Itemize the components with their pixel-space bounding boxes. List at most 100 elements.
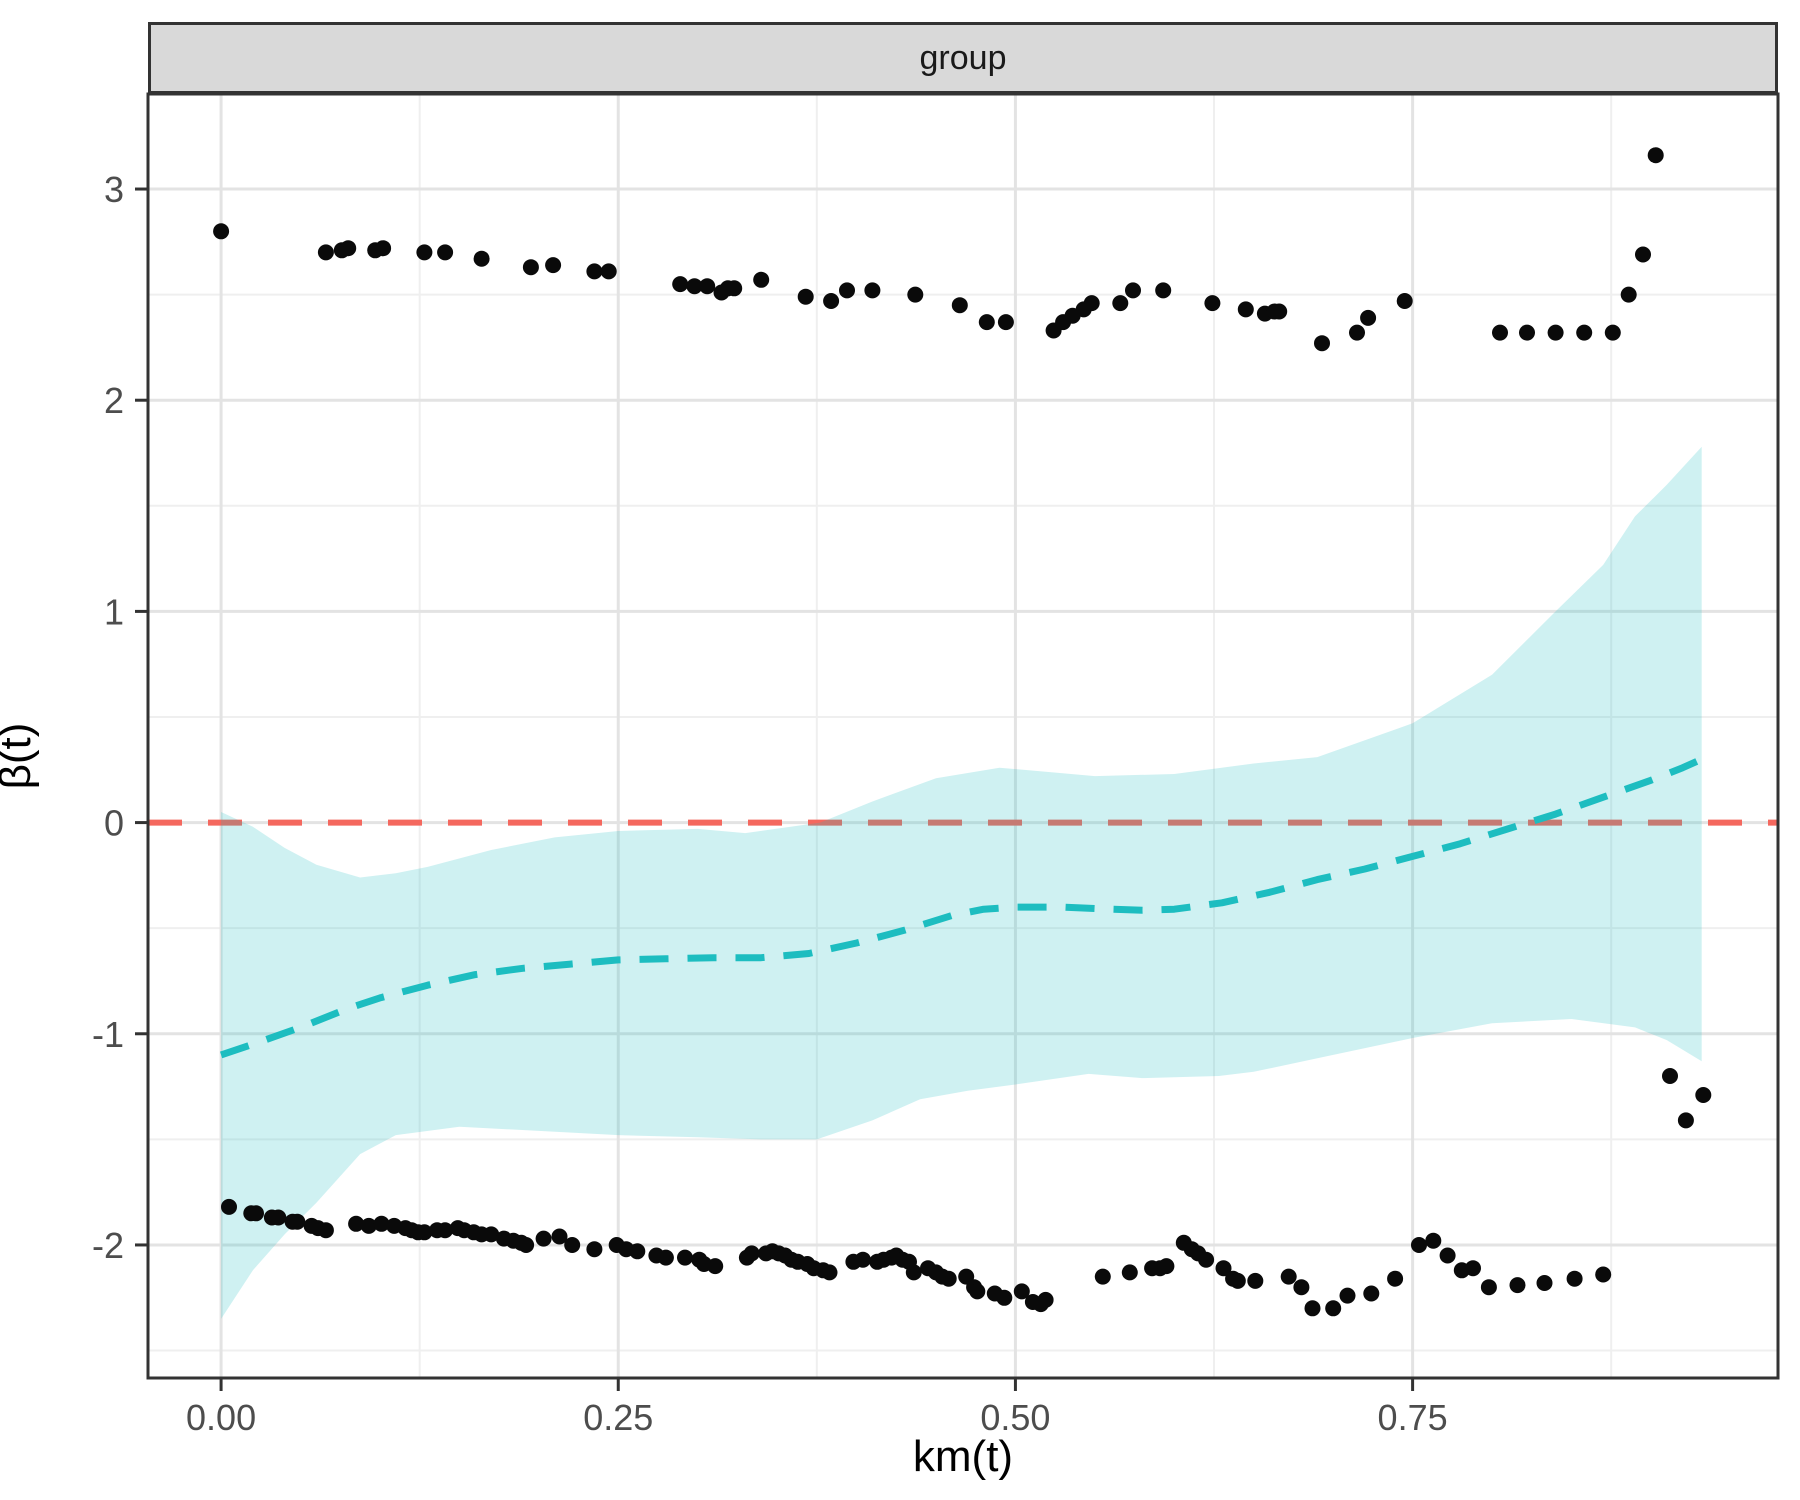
- residual-point: [997, 314, 1014, 331]
- residual-point: [483, 1226, 500, 1243]
- residual-points: [213, 147, 1712, 1317]
- residual-point: [1215, 1260, 1232, 1277]
- residual-point: [629, 1243, 646, 1260]
- residual-point: [317, 1222, 334, 1239]
- smooth-line: [219, 756, 1704, 1059]
- residual-point: [1509, 1277, 1526, 1294]
- svg-text:0.00: 0.00: [186, 1397, 256, 1438]
- residual-point: [1396, 293, 1413, 309]
- residual-point: [1576, 324, 1593, 341]
- residual-point: [1360, 309, 1377, 326]
- residual-point: [839, 282, 855, 299]
- residual-point: [940, 1270, 957, 1287]
- residual-point: [1314, 335, 1330, 352]
- residual-point: [978, 314, 995, 331]
- residual-point: [1677, 1112, 1694, 1129]
- residual-point: [1198, 1251, 1215, 1268]
- x-axis-title: km(t): [912, 1432, 1014, 1481]
- residual-point: [1304, 1300, 1321, 1317]
- residual-point: [348, 1215, 365, 1232]
- residual-point: [1037, 1291, 1054, 1308]
- residual-point: [586, 1241, 603, 1258]
- residual-point: [1125, 282, 1141, 299]
- gridlines-major: [148, 94, 1778, 1378]
- residual-point: [1280, 1268, 1297, 1285]
- residual-point: [270, 1209, 287, 1226]
- residual-point: [535, 1230, 552, 1247]
- residual-point: [437, 244, 454, 261]
- svg-text:0.50: 0.50: [980, 1397, 1050, 1438]
- residual-point: [1339, 1287, 1356, 1304]
- residual-point: [1620, 286, 1637, 303]
- residual-point: [677, 1249, 693, 1266]
- residual-point: [743, 1245, 760, 1262]
- facet-strip: group: [148, 22, 1778, 94]
- facet-strip-label: group: [919, 38, 1007, 77]
- residual-point: [1121, 1264, 1138, 1281]
- residual-point: [373, 1215, 390, 1232]
- residual-point: [1425, 1232, 1442, 1249]
- residual-point: [1566, 1270, 1583, 1287]
- y-axis-title: β(t): [0, 722, 40, 790]
- residual-point: [586, 263, 603, 280]
- residual-point: [289, 1213, 306, 1230]
- residual-point: [1387, 1270, 1404, 1287]
- residual-point: [1465, 1260, 1481, 1277]
- residual-point: [317, 244, 334, 261]
- confidence-ribbon: [221, 446, 1702, 1319]
- residual-point: [1604, 324, 1621, 341]
- residual-point: [1204, 295, 1221, 312]
- residual-point: [907, 286, 924, 303]
- residual-point: [248, 1205, 264, 1222]
- residual-point: [1155, 282, 1172, 299]
- residual-point: [1547, 324, 1564, 341]
- residual-point: [686, 278, 703, 295]
- residual-point: [1695, 1087, 1712, 1103]
- residual-point: [699, 278, 716, 295]
- residual-point: [551, 1228, 568, 1245]
- residual-point: [797, 288, 814, 305]
- residual-point: [1480, 1279, 1497, 1296]
- residual-point: [1013, 1283, 1030, 1300]
- residual-point: [600, 263, 617, 280]
- residual-point: [416, 1224, 433, 1241]
- residual-point: [1325, 1300, 1342, 1317]
- residual-point: [1492, 324, 1508, 341]
- residual-point: [518, 1237, 535, 1253]
- residual-point: [823, 293, 840, 309]
- residual-point: [821, 1264, 838, 1281]
- svg-text:2: 2: [104, 380, 124, 421]
- residual-point: [473, 250, 490, 267]
- svg-text:1: 1: [104, 591, 124, 632]
- residual-point: [1349, 324, 1365, 341]
- residual-point: [1363, 1285, 1380, 1302]
- residual-point: [1229, 1272, 1246, 1289]
- residual-point: [375, 240, 392, 257]
- residual-point: [707, 1258, 724, 1275]
- residual-point: [1112, 295, 1129, 312]
- residual-point: [1635, 246, 1651, 263]
- residual-point: [672, 276, 689, 293]
- residual-point: [340, 240, 357, 257]
- residual-point: [213, 223, 230, 240]
- residual-point: [864, 282, 881, 299]
- residual-point: [360, 1217, 377, 1234]
- svg-text:-1: -1: [92, 1014, 124, 1055]
- svg-text:0.75: 0.75: [1378, 1397, 1448, 1438]
- panel-border: [146, 92, 1780, 1380]
- residual-point: [1595, 1266, 1612, 1283]
- residual-point: [753, 271, 770, 288]
- residual-point: [545, 257, 562, 274]
- residual-point: [522, 259, 539, 276]
- svg-text:0: 0: [104, 803, 124, 844]
- residual-point: [1094, 1268, 1111, 1285]
- residual-point: [1293, 1279, 1310, 1296]
- residual-point: [1647, 147, 1664, 164]
- residual-point: [657, 1249, 674, 1266]
- residual-point: [416, 244, 433, 261]
- residual-point: [1247, 1272, 1264, 1289]
- residual-point: [1271, 303, 1288, 320]
- residual-point: [905, 1264, 922, 1281]
- residual-point: [996, 1289, 1013, 1306]
